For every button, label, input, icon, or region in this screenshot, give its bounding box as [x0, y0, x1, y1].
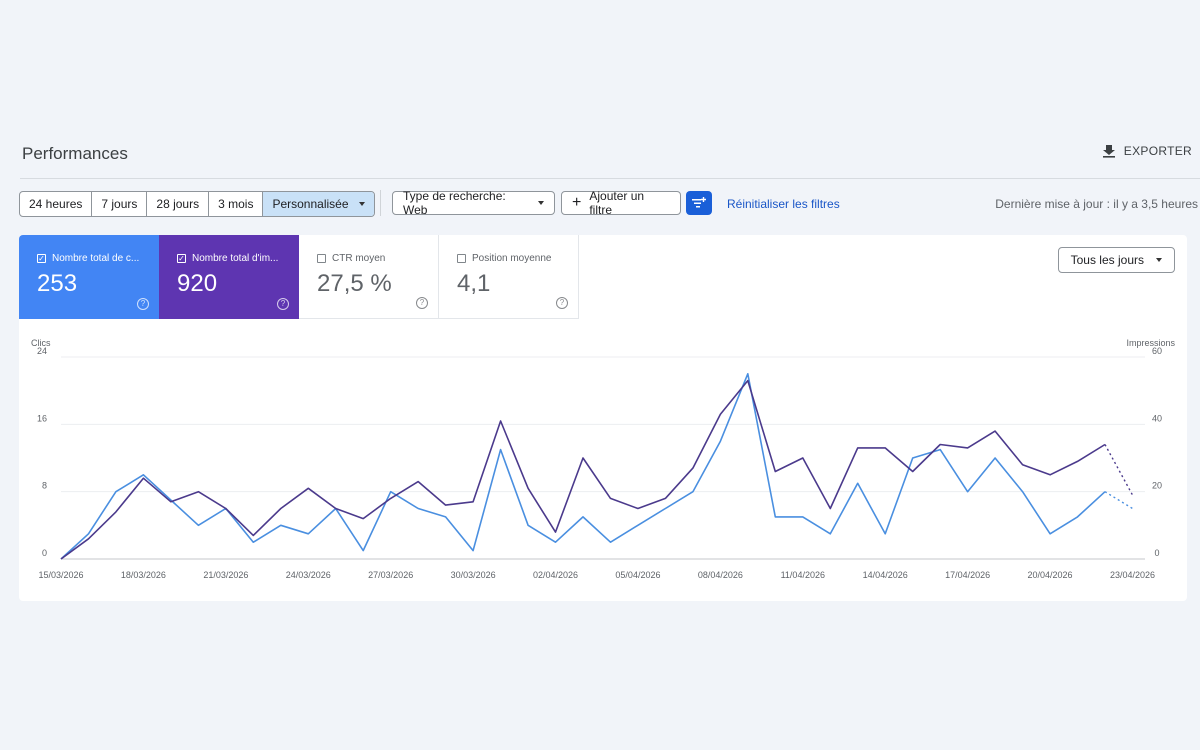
left-axis-title: Clics [31, 338, 51, 348]
add-filter-button[interactable]: + Ajouter un filtre [561, 189, 681, 217]
help-icon[interactable]: ? [137, 298, 149, 310]
x-axis-tick-label: 15/03/2026 [38, 570, 83, 580]
x-axis-tick-label: 08/04/2026 [698, 570, 743, 580]
filter-settings-button[interactable] [686, 191, 712, 215]
export-button[interactable]: EXPORTER [1102, 144, 1192, 158]
x-axis-tick-label: 05/04/2026 [615, 570, 660, 580]
period-granularity-dropdown[interactable]: Tous les jours [1057, 247, 1175, 273]
left-axis-tick-label: 24 [37, 346, 47, 356]
metric-label: Nombre total de c... [52, 253, 140, 264]
x-axis-tick-label: 20/04/2026 [1028, 570, 1073, 580]
period-label: Tous les jours [1070, 253, 1144, 267]
performance-card: ✓ Nombre total de c... 253 ? ✓ Nombre tota… [19, 235, 1187, 601]
search-type-filter[interactable]: Type de recherche: Web [392, 189, 555, 217]
right-axis-title: Impressions [1126, 338, 1175, 348]
chevron-down-icon [1156, 258, 1162, 262]
metric-label: Nombre total d'im... [192, 253, 279, 264]
metric-value: 4,1 [457, 270, 491, 297]
x-axis-tick-label: 02/04/2026 [533, 570, 578, 580]
header-divider [20, 178, 1200, 179]
right-axis-tick-label: 20 [1152, 481, 1162, 491]
clicks-series-partial [1104, 491, 1133, 510]
date-range-custom[interactable]: Personnalisée [263, 192, 374, 216]
search-type-label: Type de recherche: Web [403, 189, 506, 217]
metric-total-clicks[interactable]: ✓ Nombre total de c... 253 ? [19, 235, 159, 319]
performance-chart: 0 8 16 24 0 20 40 60 Clics Impressions 15/03/2026 1… [31, 338, 1176, 580]
date-range-selector: 24 heures 7 jours 28 jours 3 mois Person… [19, 191, 375, 217]
toolbar-divider [380, 190, 381, 216]
x-axis-tick-label: 30/03/2026 [451, 570, 496, 580]
date-range-custom-label: Personnalisée [272, 197, 349, 211]
x-axis-tick-label: 23/04/2026 [1110, 570, 1155, 580]
metric-average-ctr[interactable]: CTR moyen 27,5 % ? [299, 235, 439, 319]
help-icon[interactable]: ? [416, 297, 428, 309]
checkbox-unchecked-icon[interactable] [317, 254, 326, 263]
reset-filters-link[interactable]: Réinitialiser les filtres [727, 197, 840, 211]
metric-value: 920 [177, 270, 218, 297]
metric-value: 253 [37, 270, 78, 297]
left-axis-tick-label: 16 [37, 413, 47, 423]
checkbox-checked-icon[interactable]: ✓ [177, 253, 186, 263]
download-icon [1102, 145, 1115, 158]
last-update-text: Dernière mise à jour : il y a 3,5 heures [995, 197, 1198, 211]
metric-value: 27,5 % [317, 270, 392, 297]
x-axis-tick-label: 24/03/2026 [286, 570, 331, 580]
date-range-24h[interactable]: 24 heures [20, 192, 93, 216]
left-axis-tick-label: 8 [42, 481, 47, 491]
right-axis-tick-label: 60 [1152, 346, 1162, 356]
help-icon[interactable]: ? [556, 297, 568, 309]
x-axis-tick-label: 14/04/2026 [863, 570, 908, 580]
chevron-down-icon [358, 202, 365, 206]
clicks-series-line [60, 373, 1106, 560]
chevron-down-icon [538, 201, 544, 205]
impressions-series-partial [1104, 444, 1134, 496]
checkbox-unchecked-icon[interactable] [457, 254, 466, 263]
plus-icon: + [572, 194, 582, 211]
x-axis-tick-label: 18/03/2026 [121, 570, 166, 580]
metric-label: CTR moyen [332, 253, 386, 264]
add-filter-label: Ajouter un filtre [589, 189, 645, 217]
x-axis-tick-label: 11/04/2026 [781, 570, 825, 580]
export-label: EXPORTER [1123, 144, 1192, 158]
filter-icon [692, 197, 706, 208]
metric-label: Position moyenne [472, 253, 552, 264]
metric-total-impressions[interactable]: ✓ Nombre total d'im... 920 ? [159, 235, 299, 319]
date-range-7d[interactable]: 7 jours [92, 192, 148, 216]
x-axis-tick-label: 17/04/2026 [945, 570, 990, 580]
checkbox-checked-icon[interactable]: ✓ [37, 253, 46, 263]
x-axis-tick-label: 27/03/2026 [368, 570, 413, 580]
date-range-3m[interactable]: 3 mois [209, 192, 264, 216]
right-axis-tick-label: 0 [1154, 548, 1159, 558]
metric-average-position[interactable]: Position moyenne 4,1 ? [439, 235, 579, 319]
help-icon[interactable]: ? [277, 298, 289, 310]
date-range-28d[interactable]: 28 jours [147, 192, 210, 216]
page-title: Performances [22, 144, 128, 163]
impressions-series-line [60, 379, 1106, 560]
right-axis-tick-label: 40 [1152, 413, 1162, 423]
left-axis-tick-label: 0 [42, 548, 47, 558]
x-axis-tick-label: 21/03/2026 [203, 570, 248, 580]
